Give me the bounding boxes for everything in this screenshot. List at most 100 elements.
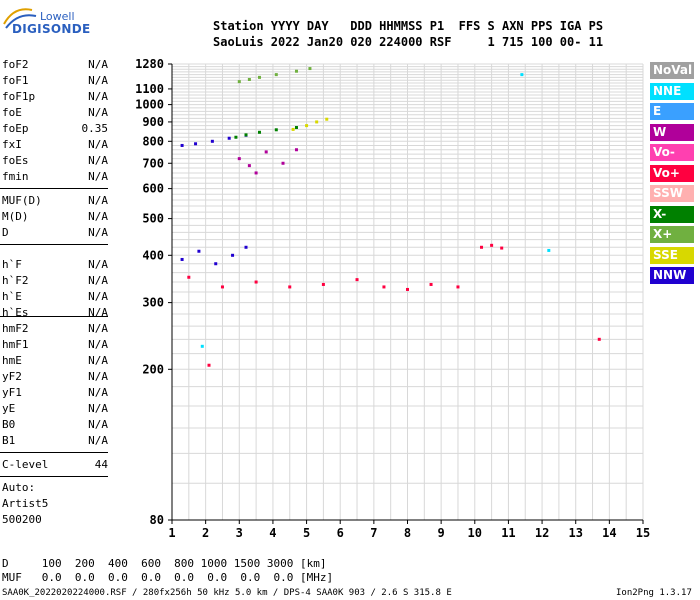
y-tick-label: 1280 [135, 57, 164, 71]
echo-point [547, 248, 551, 252]
param-name: yE [2, 402, 16, 415]
param-value: N/A [88, 210, 108, 223]
echo-point [321, 282, 325, 286]
muf-line: MUF 0.0 0.0 0.0 0.0 0.0 0.0 0.0 0.0 [MHz… [2, 571, 334, 584]
echo-point [220, 285, 224, 289]
legend-vo: Vo+ [650, 164, 694, 182]
echo-point [288, 285, 292, 289]
param-name: h`F2 [2, 274, 29, 287]
x-tick-label: 7 [370, 526, 377, 540]
echo-point [355, 278, 359, 282]
echo-point [247, 77, 251, 81]
echo-point [244, 245, 248, 249]
param-value: N/A [88, 258, 108, 271]
echo-point [200, 344, 204, 348]
logo-digisonde: DIGISONDE [12, 22, 91, 36]
x-tick-label: 6 [337, 526, 344, 540]
x-tick-label: 9 [438, 526, 445, 540]
x-tick-label: 10 [468, 526, 482, 540]
y-tick-label: 600 [142, 182, 164, 196]
param-value: N/A [88, 386, 108, 399]
param-value: N/A [88, 138, 108, 151]
param-row-fof1: foF1 N/A [2, 74, 108, 90]
param-value: N/A [88, 226, 108, 239]
echo-point [480, 245, 484, 249]
echo-points [180, 67, 601, 367]
echo-point [490, 243, 494, 247]
echo-point [274, 128, 278, 132]
y-tick-label: 800 [142, 134, 164, 148]
logo-lowell: Lowell [40, 10, 75, 23]
distance-line: D 100 200 400 600 800 1000 1500 3000 [km… [2, 557, 327, 570]
echo-point [325, 117, 329, 121]
param-value: N/A [88, 194, 108, 207]
param-name: B1 [2, 434, 16, 447]
param-name: yF2 [2, 370, 22, 383]
param-name: M(D) [2, 210, 29, 223]
param-row-he: h`E N/A [2, 290, 108, 306]
param-row-fxi: fxI N/A [2, 138, 108, 154]
param-row-md: M(D) N/A [2, 210, 108, 226]
echo-point [254, 171, 258, 175]
x-tick-label: 8 [404, 526, 411, 540]
param-row-fof2: foF2 N/A [2, 58, 108, 74]
auto-version: 500200 [2, 513, 42, 526]
param-value: N/A [88, 434, 108, 447]
echo-point [254, 280, 258, 284]
echo-point [197, 249, 201, 253]
echo-point [234, 135, 238, 139]
y-tick-label: 200 [142, 362, 164, 376]
separator [0, 452, 108, 453]
param-value: N/A [88, 306, 108, 319]
param-row-b0: B0 N/A [2, 418, 108, 434]
legend-nne: NNE [650, 82, 694, 100]
x-tick-label: 12 [535, 526, 549, 540]
param-row-foes: foEs N/A [2, 154, 108, 170]
param-name: foF1p [2, 90, 36, 103]
param-row-hf: h`F N/A [2, 258, 108, 274]
param-name: yF1 [2, 386, 22, 399]
param-name: hmF1 [2, 338, 29, 351]
y-tick-label: 300 [142, 296, 164, 310]
param-value: N/A [88, 402, 108, 415]
echo-point [294, 69, 298, 73]
echo-point [244, 133, 248, 137]
param-value: N/A [88, 370, 108, 383]
y-tick-label: 80 [150, 513, 164, 527]
param-value: N/A [88, 322, 108, 335]
y-tick-label: 900 [142, 115, 164, 129]
echo-point [180, 143, 184, 147]
legend-noval: NoVal [650, 62, 694, 79]
param-name: MUF(D) [2, 194, 42, 207]
param-name: C-level [2, 458, 49, 471]
param-name: foEp [2, 122, 29, 135]
x-tick-label: 14 [602, 526, 616, 540]
param-value: N/A [88, 170, 108, 183]
x-tick-label: 15 [636, 526, 650, 540]
param-value: N/A [88, 274, 108, 287]
param-row-d: D N/A [2, 226, 108, 242]
param-value: 44 [94, 458, 108, 471]
echo-point [237, 80, 241, 84]
chart-axes [168, 63, 644, 524]
echo-point [214, 262, 218, 266]
echo-point [257, 130, 261, 134]
echo-point [294, 126, 298, 130]
param-value: N/A [88, 354, 108, 367]
echo-point [429, 282, 433, 286]
param-value: N/A [88, 338, 108, 351]
echo-point [456, 285, 460, 289]
param-row-hmf2: hmF2 N/A [2, 322, 108, 338]
echo-point [520, 73, 524, 77]
param-row-foe: foE N/A [2, 106, 108, 122]
echo-point [227, 136, 231, 140]
param-row-yf1: yF1 N/A [2, 386, 108, 402]
param-name: D [2, 226, 9, 239]
param-name: fmin [2, 170, 29, 183]
legend-vo: Vo- [650, 144, 694, 161]
header-line-1: Station YYYY DAY DDD HHMMSS P1 FFS S AXN… [213, 19, 604, 33]
param-value: 0.35 [81, 122, 109, 135]
separator [0, 476, 108, 477]
x-tick-label: 3 [236, 526, 243, 540]
echo-point [294, 148, 298, 152]
